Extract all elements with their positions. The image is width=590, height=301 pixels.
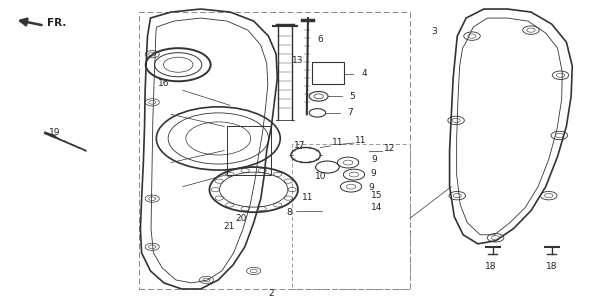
Text: 21: 21 xyxy=(223,222,235,231)
Text: 11: 11 xyxy=(302,193,314,202)
Text: 4: 4 xyxy=(361,69,367,78)
Bar xyxy=(139,12,410,289)
Text: 18: 18 xyxy=(546,262,558,271)
Text: 5: 5 xyxy=(349,92,355,101)
Text: 11: 11 xyxy=(332,138,343,147)
Text: 9: 9 xyxy=(370,169,376,178)
Text: 13: 13 xyxy=(292,56,304,65)
Text: 8: 8 xyxy=(286,208,292,217)
Text: 2: 2 xyxy=(268,289,274,298)
Bar xyxy=(312,62,344,84)
Bar xyxy=(292,144,410,289)
Text: 15: 15 xyxy=(371,191,382,200)
Text: 14: 14 xyxy=(371,203,382,212)
Text: FR.: FR. xyxy=(47,18,67,28)
Text: 6: 6 xyxy=(317,35,323,44)
Text: 17: 17 xyxy=(294,141,306,150)
Text: 20: 20 xyxy=(235,214,247,223)
Text: 19: 19 xyxy=(48,128,60,137)
Text: 9: 9 xyxy=(369,183,375,192)
Text: 16: 16 xyxy=(158,79,170,88)
Bar xyxy=(227,126,271,175)
Text: 18: 18 xyxy=(485,262,497,271)
Text: 9: 9 xyxy=(372,155,378,164)
Text: 3: 3 xyxy=(431,27,437,36)
Text: 11: 11 xyxy=(355,136,367,145)
Text: 12: 12 xyxy=(384,144,395,154)
Text: 10: 10 xyxy=(314,172,326,182)
Text: 7: 7 xyxy=(347,108,353,117)
